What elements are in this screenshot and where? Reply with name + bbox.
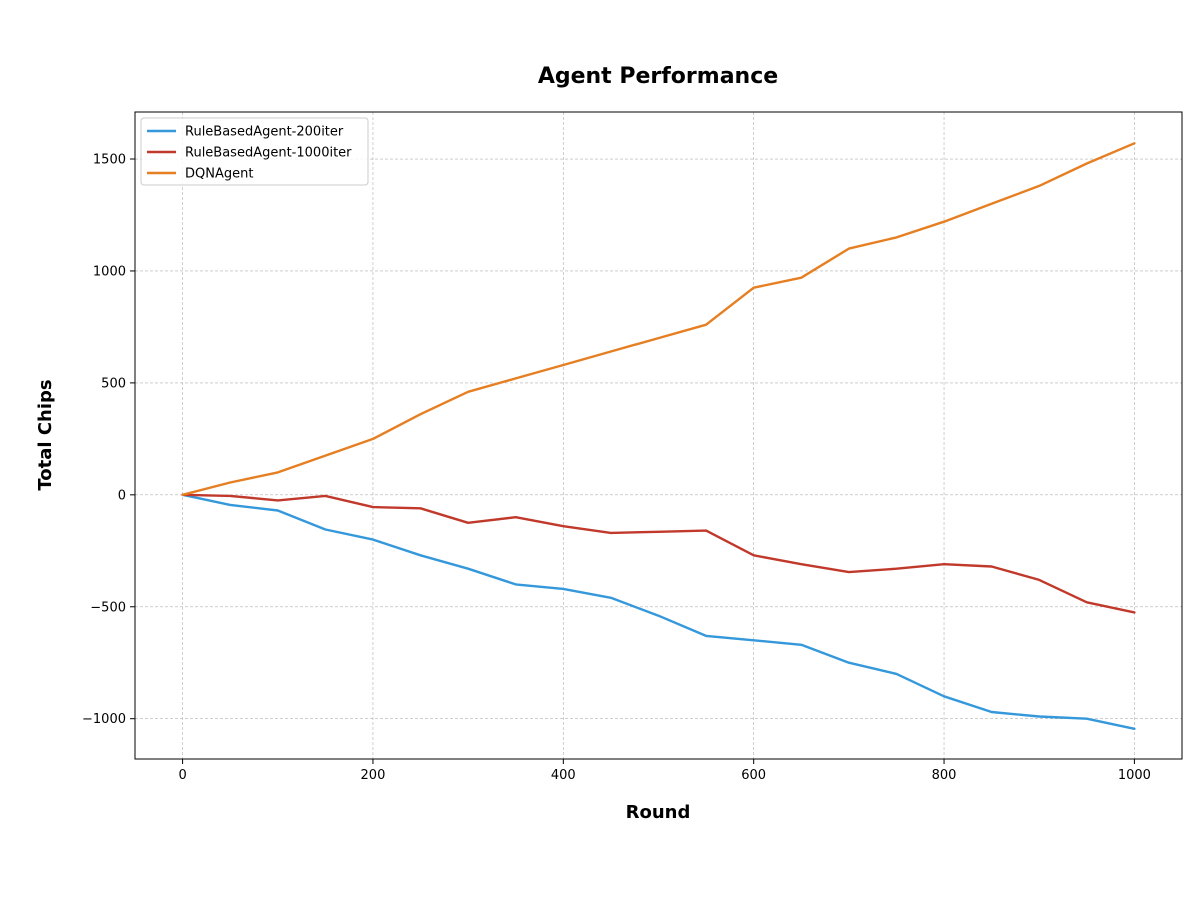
y-tick-label: 500 [101,376,126,391]
chart-title: Agent Performance [538,64,778,89]
legend: RuleBasedAgent-200iter RuleBasedAgent-100… [140,117,369,186]
legend-box [140,117,369,186]
legend-label-rulebasedagent-1000iter: RuleBasedAgent-1000iter [185,146,352,161]
y-tick-label: 1500 [93,153,126,168]
x-tick-label: 200 [361,768,386,783]
plot-frame [134,111,1183,760]
y-tick-label: −1000 [82,712,126,727]
legend-label-dqnagent: DQNAgent [185,167,253,182]
y-tick-label: 1000 [93,264,126,279]
plot-area [181,142,1136,730]
series-line-rulebasedagent-1000iter [181,493,1136,614]
x-tick-label: 600 [741,768,766,783]
x-tick-label: 400 [551,768,576,783]
series-line-dqnagent [181,142,1136,496]
legend-label-rulebasedagent-200iter: RuleBasedAgent-200iter [185,125,344,140]
y-tick-label: −500 [90,600,126,615]
y-axis-label: Total Chips [35,379,56,490]
x-tick-label: 0 [178,768,186,783]
grid [135,112,1182,759]
y-tick-label: 0 [118,488,126,503]
series-line-rulebasedagent-200iter [181,493,1136,730]
x-axis-label: Round [626,802,691,823]
x-tick-label: 800 [932,768,957,783]
x-tick-label: 1000 [1118,768,1151,783]
x-axis: 0 200 400 600 800 1000 [178,759,1151,783]
y-axis: −1000 −500 0 500 1000 1500 [82,153,135,727]
